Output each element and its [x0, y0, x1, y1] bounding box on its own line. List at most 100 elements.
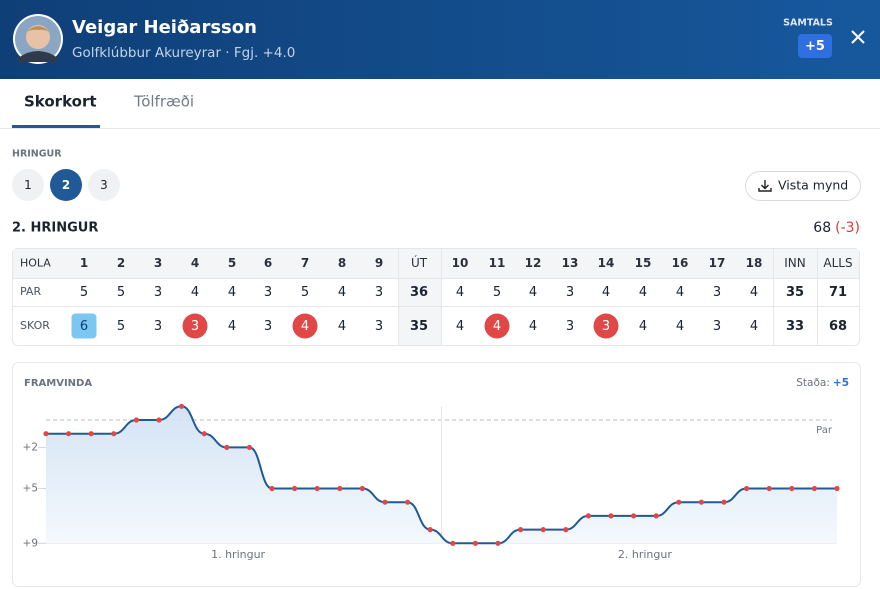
birdie-marker	[484, 313, 510, 339]
point	[540, 527, 546, 533]
point	[631, 513, 637, 519]
point	[246, 444, 252, 450]
out-col-bg	[398, 249, 441, 345]
score-cell: 5	[301, 285, 309, 300]
download-label[interactable]: Vista mynd	[778, 178, 848, 193]
row-label: SKOR	[20, 319, 50, 332]
area	[46, 406, 837, 544]
column-header: 5	[228, 256, 236, 270]
scorecard-table: HOLA 1 2 3 4 5 6 7 8 9 ÚT 10 11 12 13 14 15 16 17 18 INN ALLS…	[12, 248, 860, 346]
score-cell: 4	[228, 319, 236, 334]
player-name: Veigar Heiðarsson	[72, 17, 257, 38]
tab[interactable]: Tölfræði	[133, 93, 194, 111]
round-number: 3	[100, 178, 108, 192]
column-header: 18	[746, 256, 763, 270]
score-cell: 4	[493, 319, 501, 334]
score-cell: 4	[456, 285, 464, 300]
round-diff: (-3)	[835, 220, 860, 236]
point	[43, 431, 49, 437]
column-header: 14	[598, 256, 615, 270]
column-header: ALLS	[823, 256, 852, 270]
round-button[interactable]	[88, 169, 120, 201]
round-button[interactable]	[12, 169, 44, 201]
point	[834, 485, 840, 492]
score-cell: 5	[117, 285, 125, 300]
point	[450, 540, 456, 546]
x-label: 2. hringur	[618, 548, 672, 561]
round-title: 2. HRINGUR	[12, 221, 98, 236]
point	[585, 513, 592, 519]
score-cell: 3	[566, 285, 574, 300]
point	[405, 499, 411, 505]
point	[789, 485, 795, 492]
point	[676, 499, 682, 505]
score-cell: 4	[750, 285, 758, 300]
score-cell: 4	[191, 285, 199, 300]
x-label: 1. hringur	[211, 548, 265, 561]
birdie-marker	[182, 313, 208, 339]
point	[608, 513, 614, 519]
point	[133, 417, 139, 423]
column-header: 15	[635, 256, 652, 270]
score-cell: 4	[228, 285, 236, 300]
round-number: 1	[24, 178, 32, 192]
point	[427, 527, 433, 533]
point	[292, 485, 298, 492]
column-header: 4	[191, 256, 199, 270]
round-selector: 1 2 3	[12, 169, 120, 201]
column-header: 6	[264, 256, 272, 270]
column-header: 10	[452, 256, 469, 270]
round-label: HRINGUR	[12, 149, 62, 160]
column-header: 13	[562, 256, 579, 270]
total-value: +5	[805, 39, 825, 54]
score-cell: 36	[410, 285, 428, 300]
score-cell: 4	[338, 319, 346, 334]
score-cell: 4	[676, 285, 684, 300]
row-label: PAR	[20, 285, 41, 298]
column-header: 2	[117, 256, 125, 270]
avatar	[13, 14, 63, 64]
score-cell: 3	[602, 319, 610, 334]
birdie-marker	[593, 313, 619, 339]
chart-title: FRAMVINDA	[24, 378, 92, 389]
point	[811, 485, 818, 492]
column-header: HOLA	[20, 257, 51, 270]
point	[359, 485, 365, 492]
point	[518, 527, 524, 533]
point	[698, 499, 705, 505]
point	[314, 485, 320, 492]
total-badge	[798, 34, 832, 58]
score-cell: 3	[154, 319, 162, 334]
y-tick-label: +9	[23, 537, 38, 549]
column-header: ÚT	[411, 255, 428, 270]
column-header: 7	[301, 256, 309, 270]
score-cell: 3	[264, 319, 272, 334]
score-cell: 3	[713, 285, 721, 300]
column-header: 3	[154, 256, 162, 270]
point	[156, 417, 162, 423]
point	[66, 431, 72, 437]
bogey-marker	[71, 313, 97, 339]
score-cell: 4	[456, 319, 464, 334]
score-cell: 4	[602, 285, 610, 300]
score-cell: 3	[713, 319, 721, 334]
close-button[interactable]	[851, 30, 865, 44]
point	[653, 513, 659, 519]
download-button[interactable]	[745, 171, 861, 201]
score-cell: 3	[191, 319, 199, 334]
total-label: SAMTALS	[783, 18, 833, 29]
round-button[interactable]	[50, 169, 82, 201]
tab[interactable]: Skorkort	[24, 93, 97, 111]
point	[88, 431, 94, 437]
par-label: Par	[816, 425, 833, 436]
point	[337, 485, 343, 492]
tab-indicator	[12, 125, 100, 128]
score-cell: 3	[566, 319, 574, 334]
score-cell: 3	[375, 319, 383, 334]
score-cell: 6	[80, 319, 88, 334]
point	[224, 444, 230, 450]
score-cell: 4	[676, 319, 684, 334]
score-cell: 5	[493, 285, 501, 300]
point	[721, 499, 727, 505]
